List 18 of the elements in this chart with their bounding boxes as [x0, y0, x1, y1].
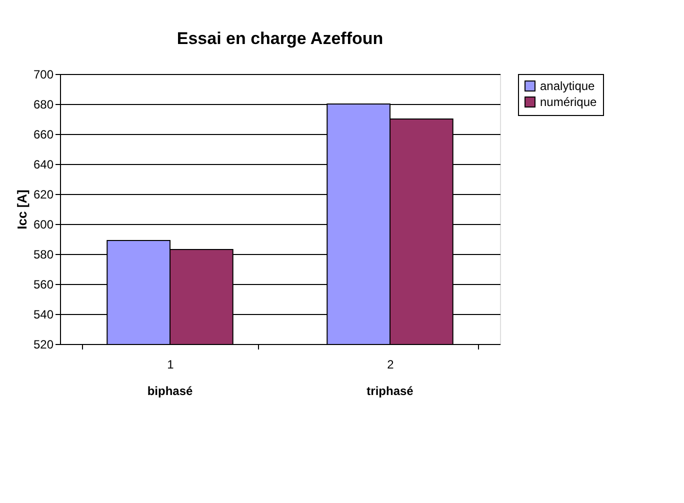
- y-tick-label: 560: [33, 278, 54, 292]
- annotation: triphasé: [366, 384, 414, 398]
- y-tick-label: 620: [33, 188, 54, 202]
- y-tick-label: 640: [33, 158, 54, 172]
- y-tick-label: 540: [33, 308, 54, 322]
- annotation: biphasé: [147, 384, 193, 398]
- y-tick-label: 580: [33, 248, 54, 262]
- chart-title: Essai en charge Azeffoun: [176, 29, 384, 48]
- y-axis-title: Icc [A]: [14, 190, 30, 230]
- legend-label: numérique: [540, 95, 598, 109]
- y-tick-label: 660: [33, 128, 54, 142]
- x-tick-label: 2: [387, 358, 394, 372]
- y-tick-label: 680: [33, 98, 54, 112]
- y-tick-label: 520: [33, 338, 54, 352]
- x-tick-label: 1: [167, 358, 174, 372]
- y-tick-label: 700: [33, 68, 54, 82]
- y-tick-label: 600: [33, 218, 54, 232]
- legend-label: analytique: [540, 79, 596, 93]
